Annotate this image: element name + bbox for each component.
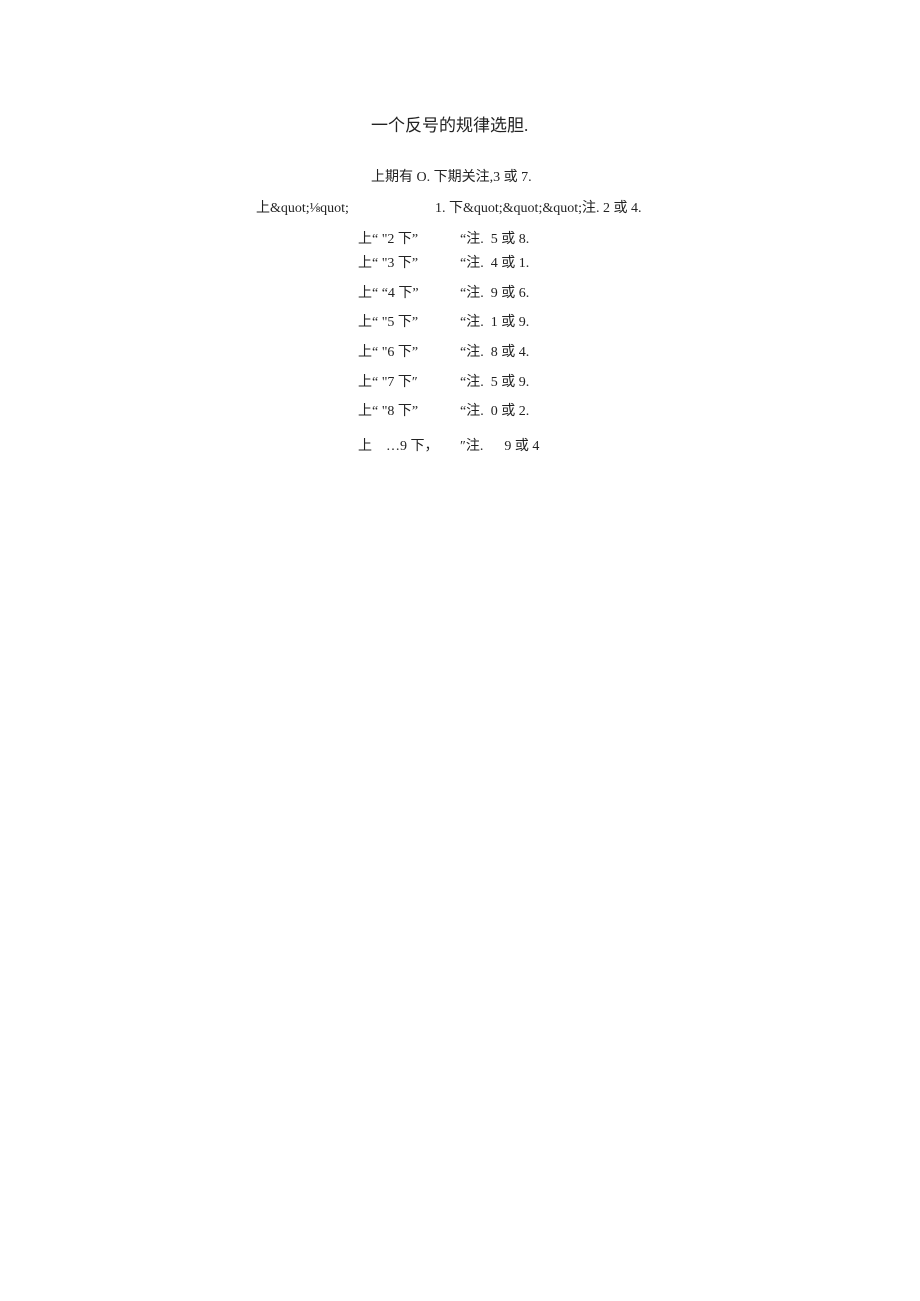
row-right: “注. 5 或 8. [460,232,530,247]
row-1-left: 上&quot;⅛quot; [256,201,349,216]
row-right: “注. 0 或 2. [460,404,530,419]
row-1-right: 1. 下&quot;&quot;&quot;注. 2 或 4. [435,201,642,216]
row-right: ″注. 9 或 4 [460,439,540,454]
row-right: “注. 4 或 1. [460,256,530,271]
row-left: 上“ "8 下” [358,404,419,419]
row-right: “注. 1 或 9. [460,315,530,330]
row-right: “注. 8 或 4. [460,345,530,360]
row-left: 上“ “4 下” [358,286,419,301]
row-left: 上“ "2 下” [358,232,419,247]
intro-line: 上期有 O. 下期关注,3 或 7. [371,170,532,185]
row-left: 上“ "3 下” [358,256,419,271]
row-left: 上“ "7 下″ [358,375,418,390]
row-right: “注. 9 或 6. [460,286,530,301]
row-left: 上 …9 下， [358,439,439,454]
row-left: 上“ "5 下” [358,315,419,330]
row-right: “注. 5 或 9. [460,375,530,390]
row-left: 上“ "6 下” [358,345,419,360]
document-title: 一个反号的规律选胆. [371,116,529,135]
